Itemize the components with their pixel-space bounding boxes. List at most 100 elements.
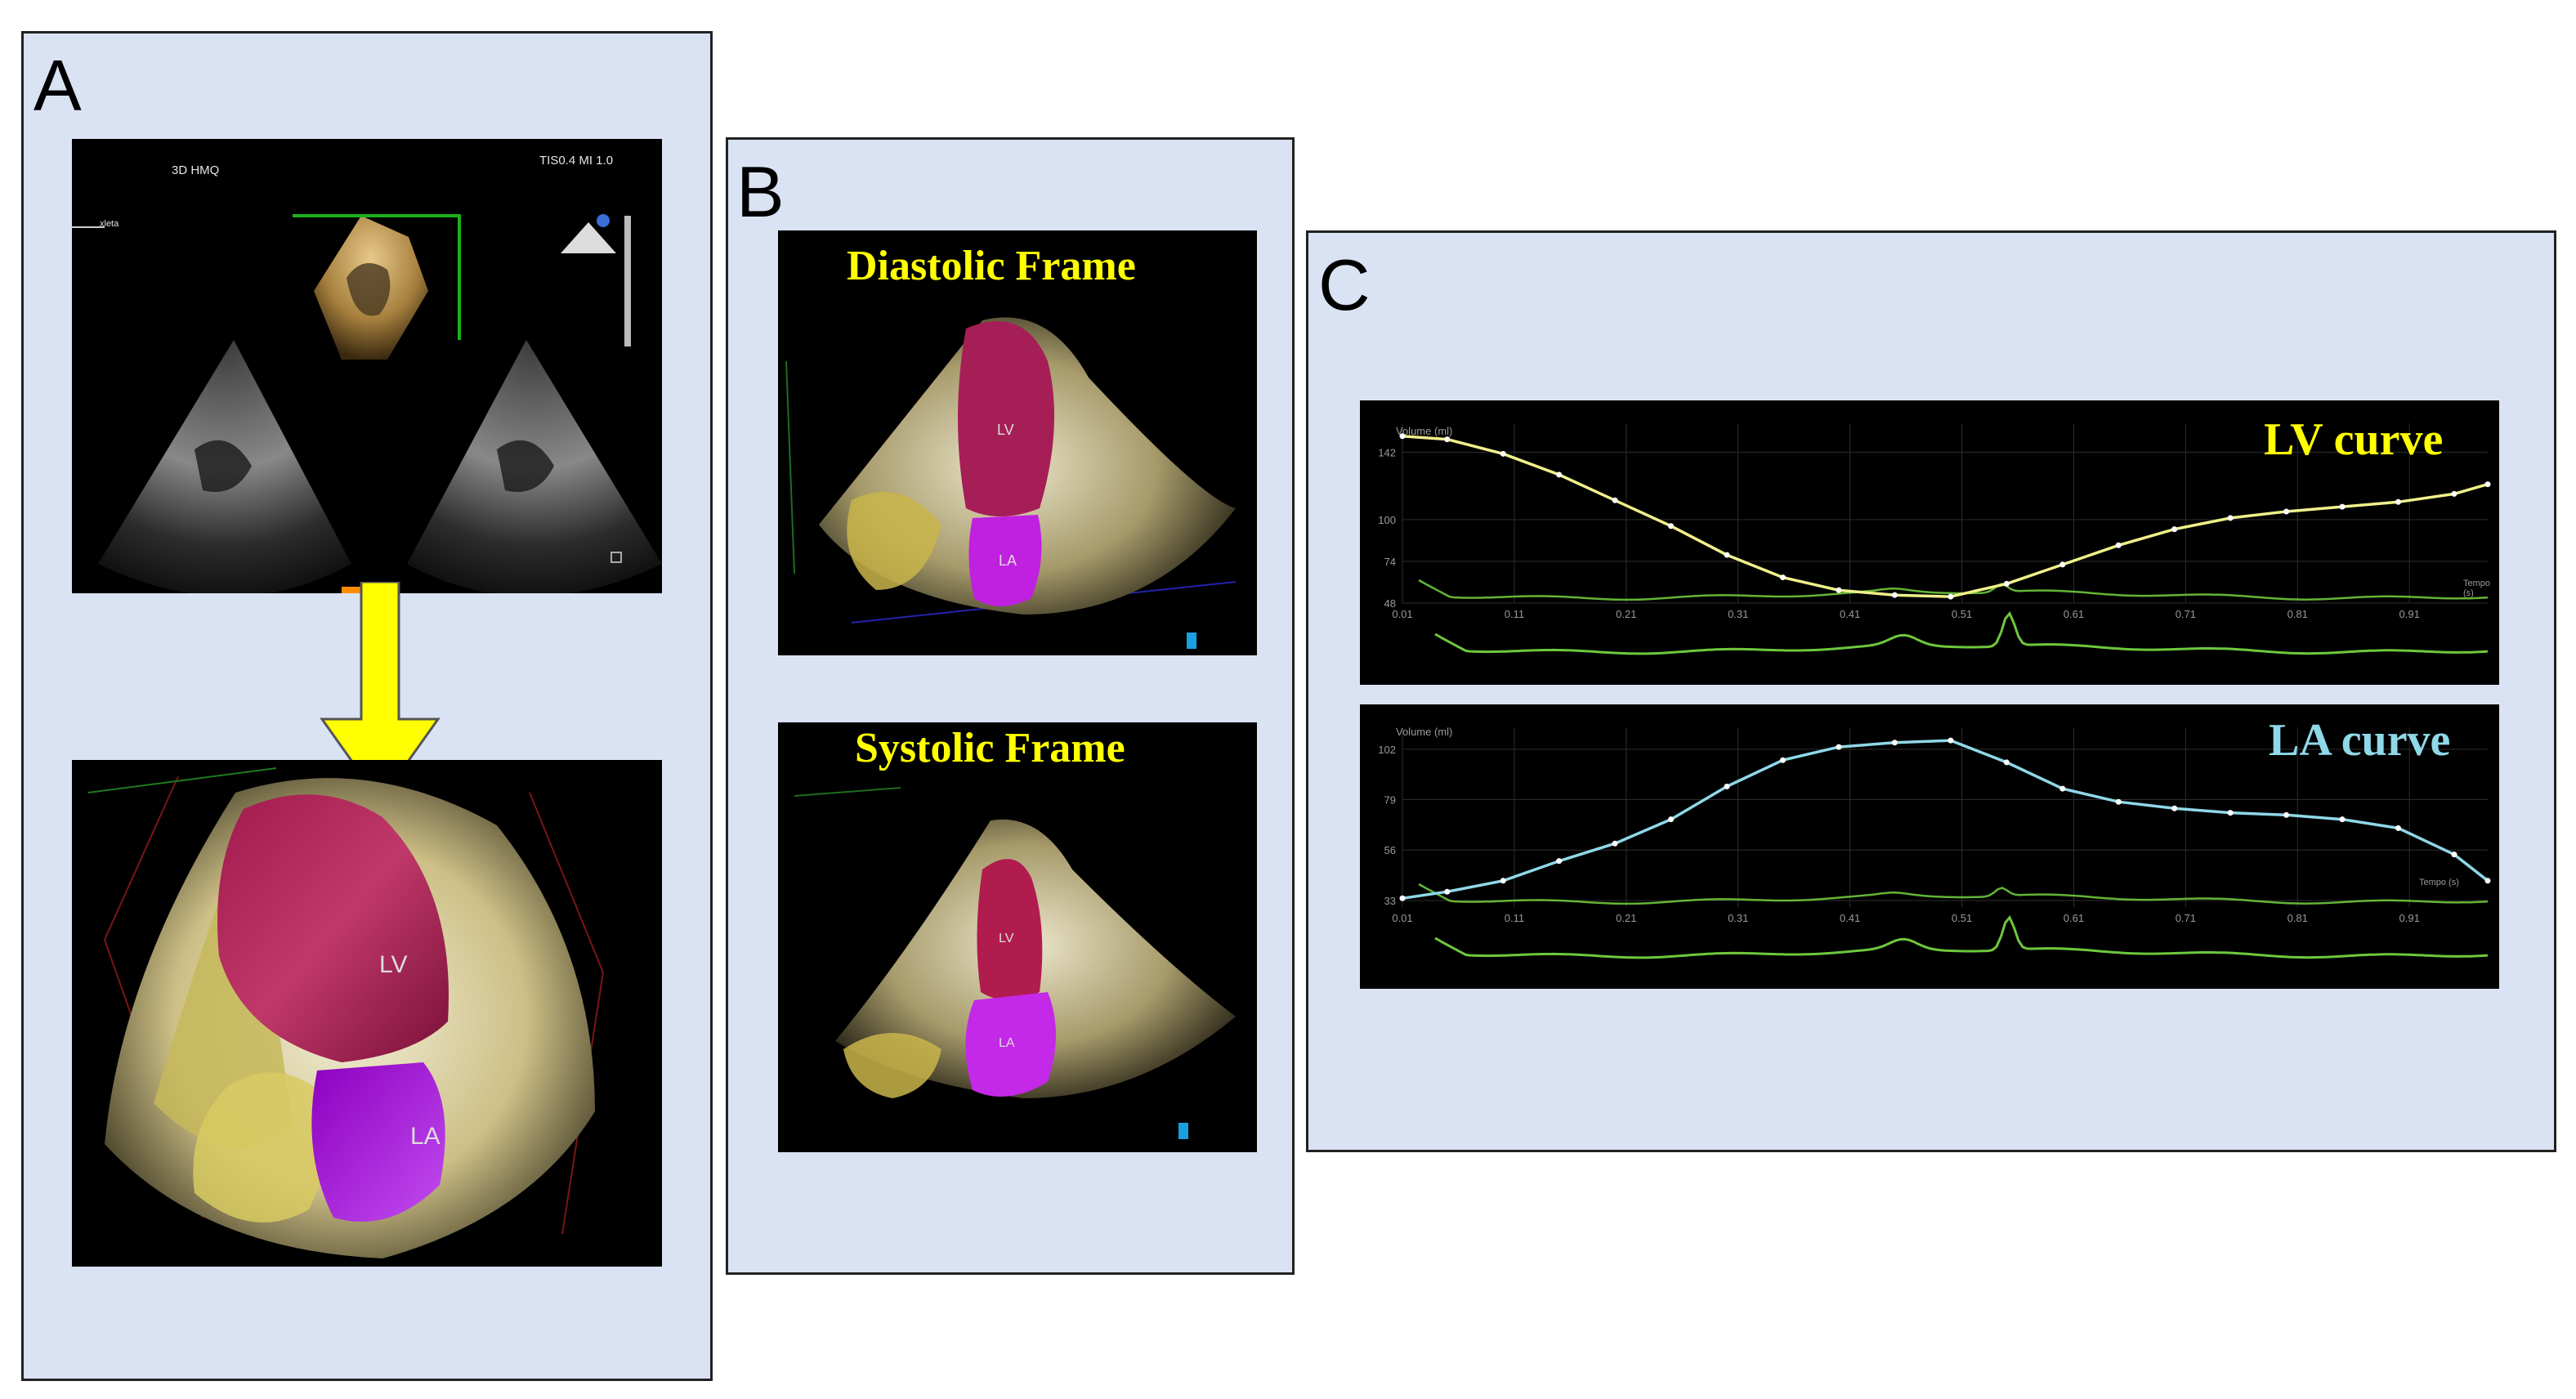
lv-x-tick-6: 0.61 [2064,608,2084,620]
la-x-tick-5: 0.51 [1952,912,1972,924]
lv-y-tick-2: 74 [1384,556,1396,568]
lv-point-1 [1444,436,1451,443]
la-x-tick-6: 0.61 [2064,912,2084,924]
la-point-5 [1668,816,1675,823]
model-lv-label: LV [379,951,408,978]
systolic-frame-image: Systolic Frame LV LA [778,722,1257,1152]
lv-point-11 [2003,580,2010,587]
la-point-8 [1836,744,1842,750]
lv-x-tick-3: 0.31 [1728,608,1748,620]
panel-a-letter: A [34,45,82,126]
la-point-19 [2451,851,2457,858]
la-point-17 [2339,816,2346,823]
panel-c: C [1306,230,2556,1152]
lv-point-15 [2227,515,2234,521]
la-y-tick-0: 102 [1378,744,1396,756]
lv-ecg-trace [1434,610,2489,655]
la-x-tick-9: 0.91 [2399,912,2420,924]
la-point-11 [2003,759,2010,766]
la-x-tick-1: 0.11 [1505,912,1524,924]
lv-x-tick-0: 0.01 [1392,608,1412,620]
la-curve-title: LA curve [2269,715,2451,766]
la-x-axis-title: Tempo (s) [2419,878,2459,887]
la-y-axis-title: Volume (ml) [1396,726,1453,738]
lv-point-2 [1500,450,1506,457]
la-y-tick-2: 56 [1384,844,1396,856]
lv-point-9 [1891,592,1898,598]
echo-mode-label: 3D HMQ [172,163,220,177]
lv-y-tick-3: 48 [1384,597,1396,610]
lv-x-tick-4: 0.41 [1840,608,1860,620]
diastolic-frame-image: Diastolic Frame LV LA [778,230,1257,655]
la-point-16 [2283,811,2290,818]
la-point-6 [1724,783,1730,789]
model-la-label: LA [410,1123,441,1150]
la-x-tick-3: 0.31 [1728,912,1748,924]
systolic-frame-title: Systolic Frame [855,725,1125,771]
panel-b-letter: B [736,151,785,232]
la-x-tick-0: 0.01 [1392,912,1412,924]
lv-point-14 [2171,526,2178,533]
lv-point-10 [1948,593,1954,600]
panel-c-letter: C [1318,244,1371,325]
la-point-20 [2484,878,2491,884]
lv-la-3d-model-image: LV LA [72,760,662,1267]
la-point-18 [2395,825,2401,831]
lv-y-tick-0: 142 [1378,446,1396,458]
lv-point-0 [1399,433,1406,440]
la-x-tick-7: 0.71 [2176,912,2196,924]
lv-point-19 [2451,490,2457,497]
lv-point-17 [2339,503,2346,510]
la-point-1 [1444,888,1451,895]
la-point-0 [1399,895,1406,901]
la-y-tick-1: 79 [1384,794,1396,807]
la-point-10 [1948,737,1954,744]
la-point-13 [2115,798,2122,805]
lv-point-20 [2484,481,2491,488]
la-x-tick-2: 0.21 [1616,912,1636,924]
lv-curve-title: LV curve [2264,414,2444,465]
lv-x-tick-2: 0.21 [1616,608,1636,620]
la-x-tick-4: 0.41 [1840,912,1860,924]
systolic-lv-label: LV [999,932,1014,945]
lv-point-5 [1668,523,1675,530]
lv-point-18 [2395,498,2401,505]
lv-x-axis-title: Tempo (s) [2463,579,2491,598]
lv-curve-plot: 0.01 0.11 0.21 0.31 0.41 0.51 0.61 0.71 0.81 0.91… [1378,423,2491,655]
lv-point-4 [1612,497,1618,503]
lv-y-axis-title: Volume (ml) [1396,425,1453,437]
systolic-la-label: LA [999,1036,1015,1050]
lv-x-tick-8: 0.81 [2288,608,2308,620]
lv-point-7 [1779,574,1786,581]
echo-triplane-image: 3D HMQ TIS0.4 MI 1.0 xleta [72,139,662,593]
la-point-3 [1556,858,1563,865]
la-point-4 [1612,840,1618,847]
lv-x-tick-1: 0.11 [1505,608,1524,620]
lv-point-3 [1556,472,1563,478]
systolic-frame-graphic [794,787,1236,1139]
la-point-2 [1500,878,1506,884]
la-point-7 [1779,757,1786,763]
la-y-tick-3: 33 [1384,895,1396,907]
la-point-12 [2059,785,2066,792]
lv-curve-chart: 0.01 0.11 0.21 0.31 0.41 0.51 0.61 0.71 0.81 0.91… [1360,400,2499,685]
lv-x-tick-9: 0.91 [2399,608,2420,620]
la-baseline-trace [1418,883,2489,905]
diastolic-la-label: LA [999,552,1017,569]
lv-baseline-trace [1418,579,2489,601]
lv-point-13 [2115,542,2122,548]
diastolic-lv-label: LV [997,422,1014,438]
lv-y-tick-1: 100 [1378,514,1396,526]
la-ecg-trace [1434,914,2489,959]
la-point-9 [1891,740,1898,746]
lv-x-tick-7: 0.71 [2176,608,2196,620]
la-x-tick-8: 0.81 [2288,912,2308,924]
lv-la-3d-model-graphic [87,767,605,1258]
lv-x-tick-5: 0.51 [1952,608,1972,620]
la-point-15 [2227,810,2234,816]
la-curve-chart: 0.01 0.11 0.21 0.31 0.41 0.51 0.61 0.71 0.81 0.91… [1360,704,2499,989]
diastolic-frame-title: Diastolic Frame [847,243,1136,289]
diastolic-frame-graphic [785,317,1237,649]
lv-point-8 [1836,587,1842,593]
lv-point-12 [2059,561,2066,568]
